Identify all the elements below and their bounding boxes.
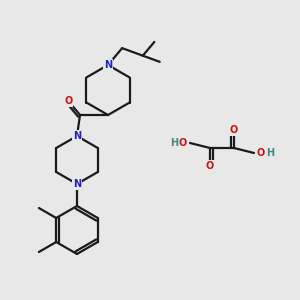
Text: O: O	[64, 96, 73, 106]
Text: O: O	[179, 138, 187, 148]
Text: O: O	[230, 125, 238, 135]
Text: N: N	[73, 131, 81, 141]
Text: O: O	[257, 148, 265, 158]
Text: H: H	[266, 148, 274, 158]
Text: N: N	[73, 179, 81, 189]
Text: N: N	[104, 60, 112, 70]
Text: H: H	[170, 138, 178, 148]
Text: O: O	[206, 161, 214, 171]
